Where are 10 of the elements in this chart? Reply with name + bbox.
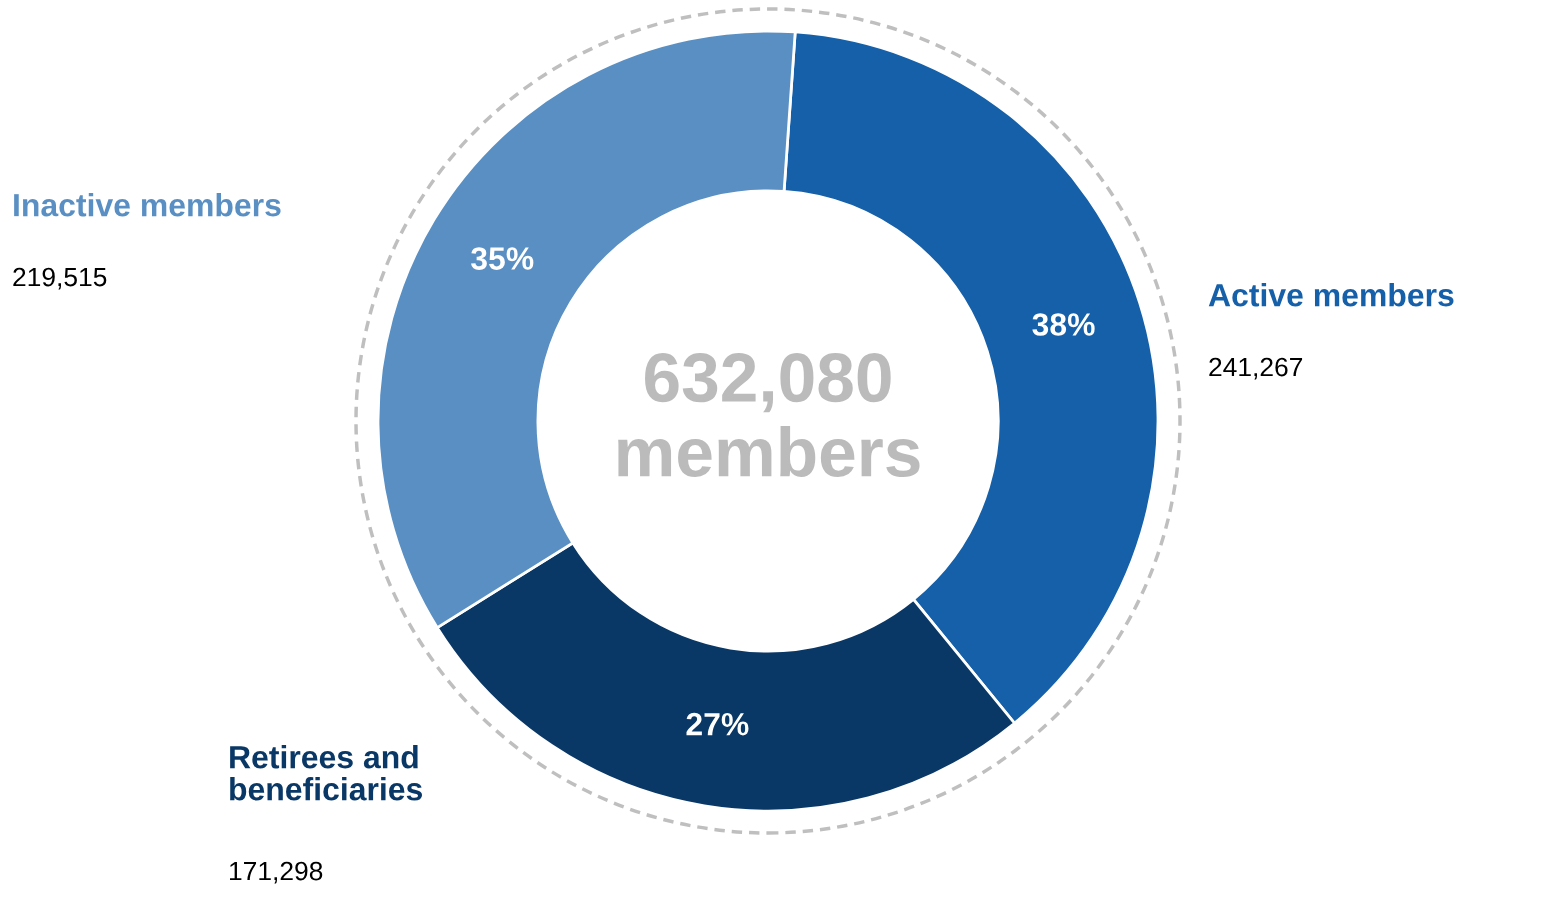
data-label: 35% — [471, 247, 534, 270]
data-label: 27% — [686, 712, 749, 736]
text: 241,267 — [1209, 357, 1303, 380]
text: 171,298 — [230, 861, 323, 884]
slice-label: Retirees and beneficiaries — [230, 745, 423, 801]
text: 219,515 — [13, 267, 107, 290]
text: 632,080 members — [618, 353, 920, 478]
data-label: 38% — [1032, 313, 1095, 336]
slice-label: Active members — [1208, 283, 1454, 307]
slice-label: Inactive members — [14, 193, 281, 217]
